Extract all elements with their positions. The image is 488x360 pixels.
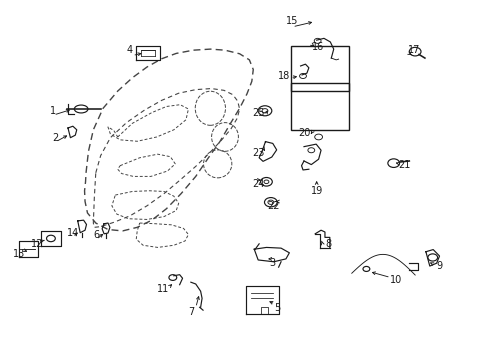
Text: 19: 19	[310, 186, 322, 197]
Text: 1: 1	[50, 106, 56, 116]
Text: 12: 12	[31, 239, 43, 249]
Text: 2: 2	[52, 133, 58, 143]
Bar	[291, 46, 348, 91]
Text: 5: 5	[274, 303, 280, 314]
Text: 8: 8	[325, 239, 331, 249]
Text: 7: 7	[187, 307, 194, 317]
Bar	[291, 83, 348, 130]
Text: 25: 25	[251, 108, 264, 118]
Text: 9: 9	[436, 261, 442, 271]
Text: 14: 14	[66, 228, 79, 238]
Text: 11: 11	[156, 284, 168, 294]
Text: 3: 3	[269, 258, 275, 268]
Text: 20: 20	[297, 129, 309, 138]
Text: 4: 4	[126, 45, 133, 55]
Text: 17: 17	[407, 45, 420, 55]
Text: 23: 23	[251, 148, 264, 158]
Text: 18: 18	[278, 71, 290, 81]
Text: 21: 21	[397, 160, 410, 170]
Text: 10: 10	[389, 275, 401, 285]
Text: 16: 16	[311, 42, 323, 52]
Text: 22: 22	[267, 201, 280, 211]
Text: 24: 24	[251, 179, 264, 189]
Text: 15: 15	[285, 17, 298, 27]
Text: 13: 13	[13, 248, 25, 258]
Text: 6: 6	[93, 230, 99, 240]
